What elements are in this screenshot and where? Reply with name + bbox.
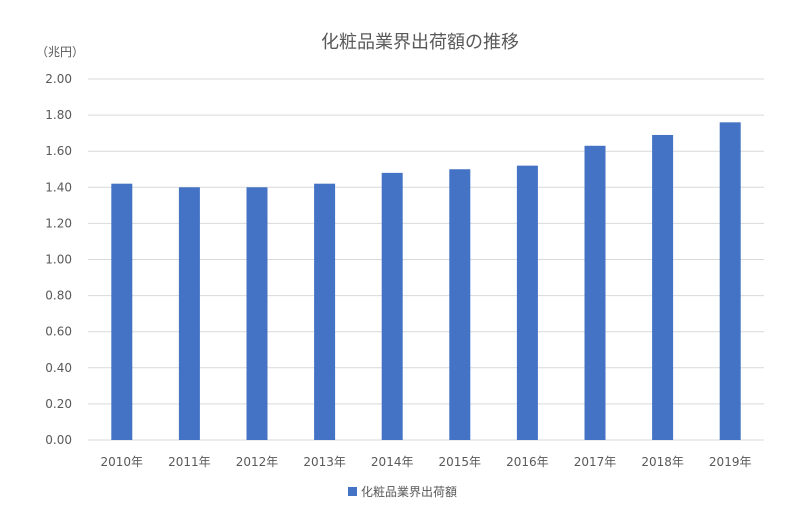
bar — [246, 187, 268, 440]
legend-label: 化粧品業界出荷額 — [361, 485, 457, 499]
y-tick-label: 1.40 — [45, 180, 72, 194]
y-tick-label: 2.00 — [45, 72, 72, 86]
bar — [314, 183, 336, 440]
x-tick-label: 2012年 — [236, 455, 279, 469]
y-tick-label: 0.80 — [45, 289, 72, 303]
y-tick-label: 0.60 — [45, 325, 72, 339]
y-tick-label: 1.00 — [45, 253, 72, 267]
bar — [719, 122, 741, 440]
legend: 化粧品業界出荷額 — [348, 485, 457, 499]
y-axis-unit-label: （兆円） — [36, 45, 84, 59]
y-tick-label: 0.40 — [45, 361, 72, 375]
legend-swatch — [348, 487, 357, 496]
y-axis-ticks: 0.00 0.20 0.40 0.60 0.80 1.00 1.20 1.40 1.60 1.80… — [45, 72, 72, 447]
x-axis-ticks: 2010年 2011年 2012年 2013年 2014年 2015年 2016年 2017年… — [101, 455, 752, 469]
x-tick-label: 2019年 — [709, 455, 752, 469]
bar — [111, 183, 133, 440]
bar — [516, 165, 538, 440]
y-tick-label: 1.60 — [45, 144, 72, 158]
bar — [381, 172, 403, 441]
gridlines — [88, 78, 764, 441]
chart-title: 化粧品業界出荷額の推移 — [321, 32, 519, 53]
bar — [178, 187, 200, 440]
x-tick-label: 2018年 — [641, 455, 684, 469]
y-tick-label: 1.20 — [45, 216, 72, 230]
bar — [449, 169, 471, 440]
x-tick-label: 2014年 — [371, 455, 414, 469]
y-tick-label: 0.20 — [45, 397, 72, 411]
bar — [652, 134, 674, 440]
x-tick-label: 2015年 — [439, 455, 482, 469]
y-tick-label: 0.00 — [45, 433, 72, 447]
y-tick-label: 1.80 — [45, 108, 72, 122]
bar — [584, 145, 606, 440]
x-tick-label: 2016年 — [506, 455, 549, 469]
bars — [111, 122, 741, 441]
x-tick-label: 2011年 — [168, 455, 211, 469]
x-tick-label: 2017年 — [574, 455, 617, 469]
x-tick-label: 2010年 — [101, 455, 144, 469]
x-tick-label: 2013年 — [303, 455, 346, 469]
